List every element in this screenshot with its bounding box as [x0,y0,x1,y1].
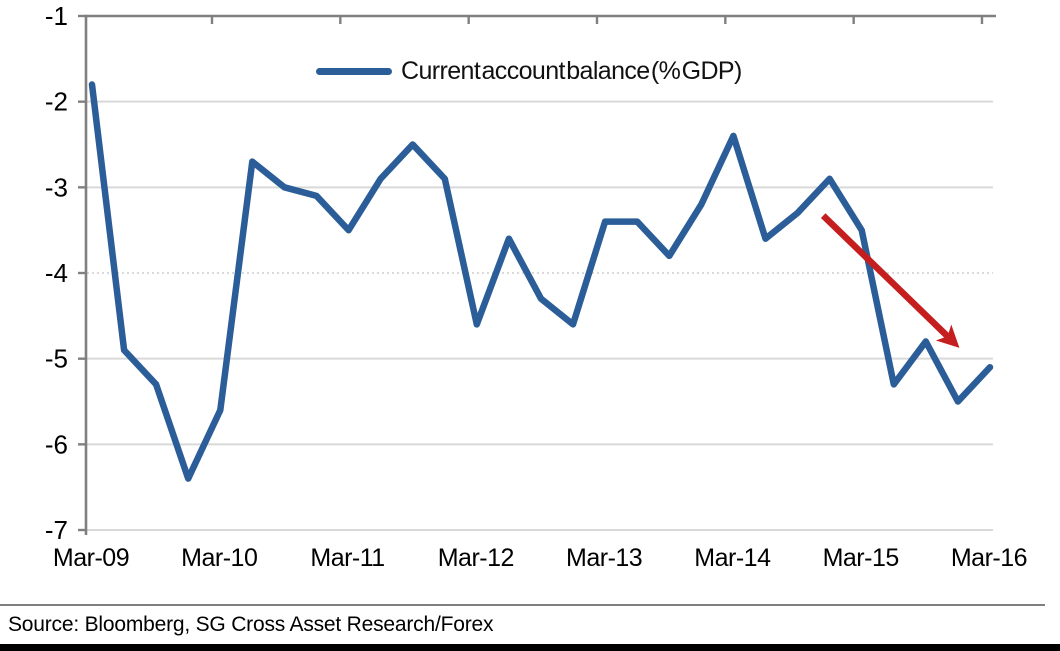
legend-series-label: Current account balance (% GDP) [401,56,742,85]
x-tick-label: Mar-14 [694,544,771,572]
x-tick-label: Mar-15 [823,544,899,572]
legend-line-swatch [316,67,392,75]
y-tick-label: -7 [45,515,68,545]
source-divider-row: Source: Bloomberg, SG Cross Asset Resear… [0,604,1045,637]
y-tick-label: -6 [45,429,68,459]
y-tick-label: -1 [45,1,68,31]
chart-plot-area: -1 -2 -3 -4 -5 -6 -7 Mar-09 Mar-10 Mar-11 Mar-12 Ma… [45,1,1028,572]
x-tick-label: Mar-13 [566,544,642,572]
trend-arrow [820,213,960,348]
x-tick-label: Mar-09 [53,544,129,572]
chart-legend: Current account balance (% GDP) [316,56,742,85]
x-tick-label: Mar-16 [951,544,1027,572]
y-tick-label: -2 [45,87,68,117]
x-tick-label: Mar-12 [438,544,514,572]
x-tick-label: Mar-10 [181,544,257,572]
bottom-black-rule [0,644,1060,651]
source-attribution-text: Source: Bloomberg, SG Cross Asset Resear… [8,613,494,636]
y-tick-label: -3 [45,172,68,202]
series-line-current-account-balance [88,81,994,482]
x-tick-label: Mar-11 [310,544,384,572]
y-tick-label: -4 [45,258,68,288]
y-tick-label: -5 [45,344,68,374]
